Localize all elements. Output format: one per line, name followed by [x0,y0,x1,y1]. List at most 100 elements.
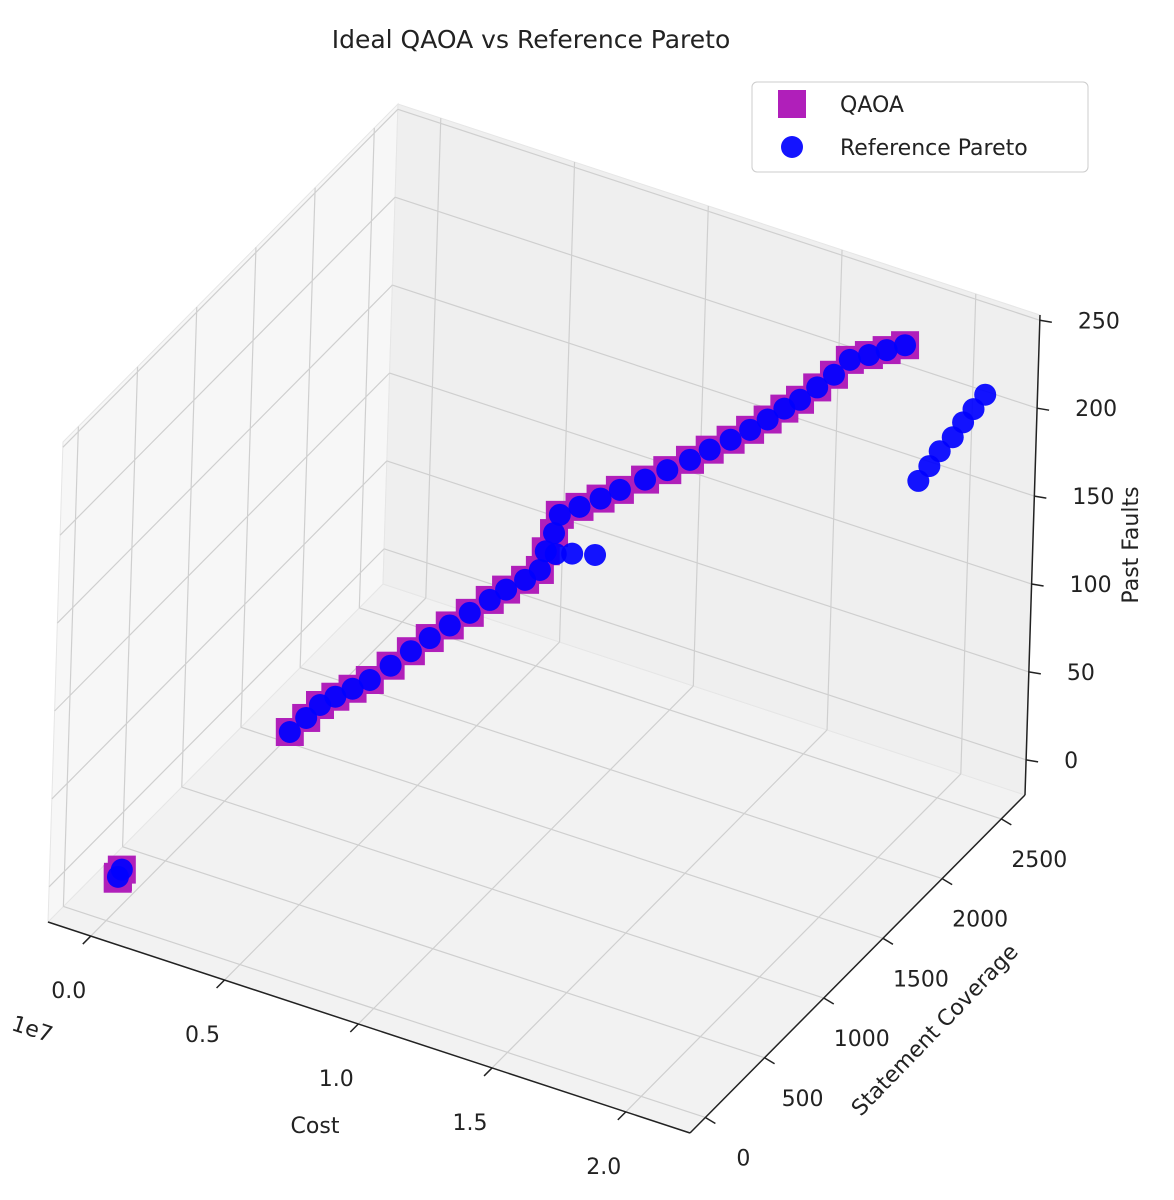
grid-line [121,366,139,847]
x-axis-line [47,921,691,1134]
z-tick-label: 200 [1075,397,1117,422]
circle-marker [418,627,441,650]
circle-marker [875,339,898,362]
x-tick-label: 0.5 [185,1023,220,1048]
axes: 0.0 0.5 1.0 1.5 2.0 0 500 1000 1500 2000 2500 0 50 10… [47,309,1120,1180]
circle-marker [495,578,518,601]
circle-marker [806,376,829,399]
circle-marker [568,495,591,518]
legend-label: QAOA [840,93,904,118]
circle-marker [478,588,501,611]
grid-line [826,249,843,730]
y-tick-label: 500 [782,1087,824,1112]
circle-marker [822,363,845,386]
circle-marker [110,858,133,881]
circle-marker [278,721,301,744]
y-tick-label: 1000 [834,1027,890,1052]
circle-marker [544,542,567,565]
circle-marker [358,668,381,691]
grid-line [960,293,977,774]
y-tick [882,937,894,945]
circle-marker [698,438,721,461]
legend: QAOA Reference Pareto [751,81,1089,173]
x-tick-label: 1.5 [453,1111,488,1136]
circle-marker [324,685,347,708]
grid-line [386,460,1030,673]
z-tick [1028,671,1041,675]
grid-line [425,118,442,599]
grid-line [240,247,257,728]
grid-line [181,786,824,999]
circle-marker [756,408,779,431]
circle-marker [341,677,364,700]
x-tick-label: 0.0 [51,979,86,1004]
z-tick [1031,583,1044,587]
circle-marker [928,440,951,463]
circle-marker [438,614,461,637]
circle-marker [789,388,812,411]
x-tick [82,935,92,945]
circle-marker [295,706,318,729]
grid-line [54,372,391,712]
grid-line [357,685,694,1025]
circle-marker [894,334,917,357]
x-tick-label: 2.0 [586,1155,621,1180]
circle-marker [608,478,631,501]
grid-line [299,667,943,880]
z-tick [1036,407,1050,411]
legend-label: Reference Pareto [840,136,1028,161]
grid-line [224,641,560,981]
circle-marker [634,468,657,491]
grid-line [181,307,198,788]
z-tick [1039,319,1052,324]
z-axis-label: Past Faults [1119,486,1144,603]
circle-marker [528,558,551,581]
grid-line [59,196,396,536]
chart-title: Ideal QAOA vs Reference Pareto [332,25,731,54]
marks [103,331,997,893]
z-axis-line [1024,314,1041,796]
x-tick [349,1023,359,1033]
y-tick [764,1057,775,1065]
panes [47,102,1041,1134]
grid-line [383,548,1027,761]
grid-line [491,729,828,1069]
x-axis-label: Cost [291,1114,340,1139]
circle-marker [584,543,607,566]
grid-line [122,846,765,1059]
circle-marker [678,448,701,471]
circle-marker [399,640,422,663]
circle-marker [838,348,861,371]
circle-marker [561,542,584,565]
z-tick-label: 50 [1067,661,1095,686]
circle-marker [974,383,997,406]
x-offset-label: 1e7 [8,1012,55,1049]
x-tick [483,1067,493,1077]
circle-marker [379,654,402,677]
y-tick-label: 2000 [952,908,1008,933]
circle-marker [656,459,679,482]
circle-marker [458,601,481,624]
grid-line [62,426,79,907]
z-tick-label: 250 [1078,309,1120,334]
grid [48,108,1041,1119]
legend-marker [778,90,806,118]
y-tick-label: 0 [736,1146,750,1171]
grid-line [389,372,1032,585]
circle-marker [719,428,742,451]
grid-line [625,773,962,1113]
grid-line [359,607,1002,820]
grid-line [299,187,316,668]
z-tick-label: 100 [1070,573,1112,598]
grid-line [358,127,375,608]
z-tick-label: 150 [1072,485,1114,510]
grid-line [90,597,427,937]
grid-line [51,460,388,800]
x-tick [216,979,226,989]
grid-line [48,548,385,888]
y-tick-label: 2500 [1011,848,1067,873]
x-tick [617,1111,627,1121]
circle-marker [739,418,762,441]
